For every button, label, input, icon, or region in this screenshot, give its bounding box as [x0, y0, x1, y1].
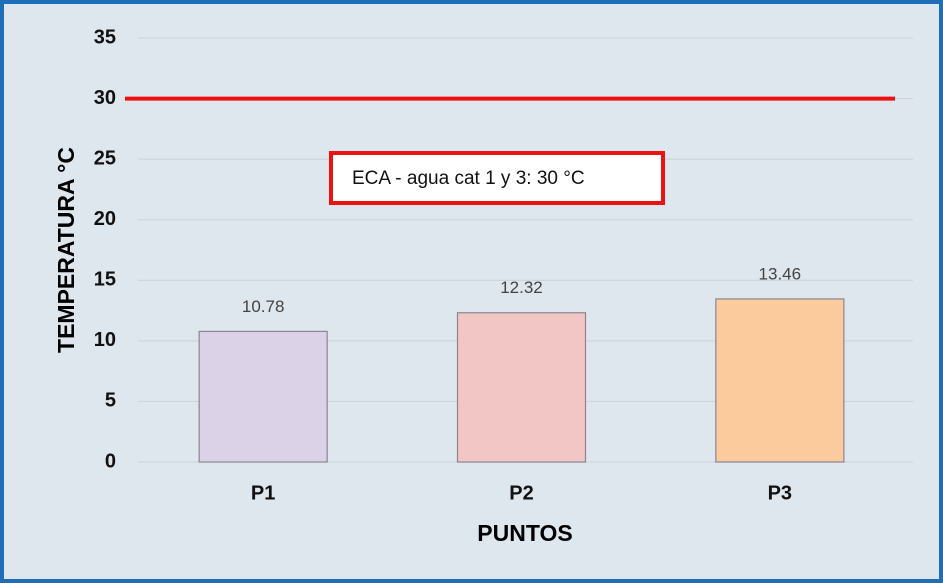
y-tick-label: 5	[105, 390, 116, 412]
y-tick-label: 10	[94, 329, 116, 351]
y-tick-label: 35	[94, 26, 116, 48]
y-tick-label: 25	[94, 147, 116, 169]
y-tick-label: 15	[94, 269, 116, 291]
value-label: 13.46	[759, 264, 802, 283]
bar	[198, 330, 328, 463]
y-tick-label: 0	[105, 450, 116, 472]
x-tick-label: P3	[768, 482, 792, 504]
bar	[456, 312, 587, 463]
annotation-text: ECA - agua cat 1 y 3: 30 °C	[352, 168, 585, 189]
y-tick-label: 20	[94, 208, 116, 230]
value-label: 10.78	[242, 297, 285, 316]
y-axis-title: TEMPERATURA °C	[53, 147, 79, 353]
bar	[715, 298, 845, 463]
x-tick-label: P1	[251, 482, 275, 504]
value-label: 12.32	[500, 278, 543, 297]
annotation-box	[329, 151, 665, 205]
y-tick-label: 30	[94, 87, 116, 109]
x-tick-label: P2	[509, 482, 533, 504]
x-axis-title: PUNTOS	[477, 520, 572, 546]
